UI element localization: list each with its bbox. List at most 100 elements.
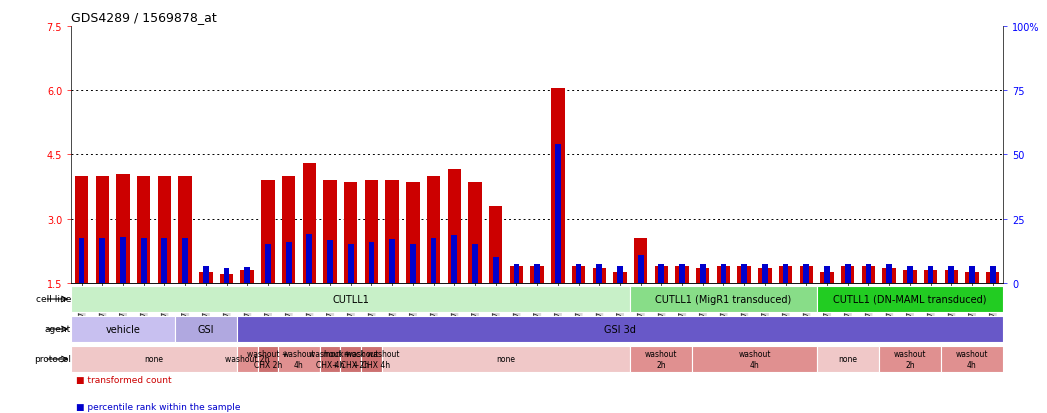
Bar <box>430 238 437 283</box>
Text: cell line: cell line <box>36 295 71 304</box>
Bar <box>783 264 788 283</box>
Text: CUTLL1 (DN-MAML transduced): CUTLL1 (DN-MAML transduced) <box>833 294 986 304</box>
Text: GDS4289 / 1569878_at: GDS4289 / 1569878_at <box>71 11 217 24</box>
Bar <box>680 264 685 283</box>
Bar <box>220 274 233 283</box>
Bar <box>820 273 833 283</box>
Bar <box>140 238 147 283</box>
Text: washout
2h: washout 2h <box>893 349 927 369</box>
Bar <box>261 181 274 283</box>
Bar <box>617 266 623 283</box>
Bar <box>451 235 458 283</box>
Bar <box>224 268 229 283</box>
Text: washout
4h: washout 4h <box>283 349 315 369</box>
Bar <box>237 316 1003 343</box>
Bar <box>71 346 237 373</box>
Bar <box>382 346 630 373</box>
Text: CUTLL1 (MigR1 transduced): CUTLL1 (MigR1 transduced) <box>655 294 792 304</box>
Bar <box>282 176 295 283</box>
Bar <box>654 266 668 283</box>
Bar <box>244 267 250 283</box>
Bar <box>696 268 710 283</box>
Bar <box>116 174 130 283</box>
Bar <box>886 264 892 283</box>
Bar <box>928 266 934 283</box>
Bar <box>699 264 706 283</box>
Bar <box>369 243 375 283</box>
Bar <box>95 176 109 283</box>
Bar <box>175 316 237 343</box>
Bar <box>762 264 767 283</box>
Bar <box>199 273 213 283</box>
Text: none: none <box>144 355 163 363</box>
Text: GSI 3d: GSI 3d <box>604 324 636 334</box>
Text: none: none <box>496 355 515 363</box>
Bar <box>824 266 830 283</box>
Bar <box>659 264 664 283</box>
Bar <box>99 238 105 283</box>
Bar <box>845 264 850 283</box>
Bar <box>675 266 689 283</box>
Bar <box>385 181 399 283</box>
Bar <box>741 264 748 283</box>
Bar <box>923 271 937 283</box>
Bar <box>348 244 354 283</box>
Bar <box>883 268 896 283</box>
Bar <box>779 266 793 283</box>
Bar <box>614 273 627 283</box>
Bar <box>158 176 171 283</box>
Bar <box>717 266 730 283</box>
Bar <box>965 273 979 283</box>
Bar <box>904 271 916 283</box>
Bar <box>866 264 871 283</box>
Text: GSI: GSI <box>198 324 214 334</box>
Bar <box>468 183 482 283</box>
Bar <box>593 268 606 283</box>
Bar <box>630 346 692 373</box>
Text: washout +
CHX 2h: washout + CHX 2h <box>247 349 289 369</box>
Bar <box>303 164 316 283</box>
Bar <box>986 273 1000 283</box>
Bar <box>389 240 395 283</box>
Bar <box>720 264 727 283</box>
Text: washout
4h: washout 4h <box>956 349 988 369</box>
Bar <box>286 243 291 283</box>
Bar <box>513 264 519 283</box>
Text: washout
2h: washout 2h <box>645 349 677 369</box>
Bar <box>817 286 1003 313</box>
Bar <box>74 176 88 283</box>
Bar <box>319 346 340 373</box>
Bar <box>989 266 996 283</box>
Bar <box>944 271 958 283</box>
Bar <box>534 264 540 283</box>
Bar <box>551 89 564 283</box>
Bar <box>324 181 337 283</box>
Text: mock washout
+ CHX 4h: mock washout + CHX 4h <box>343 349 399 369</box>
Text: washout
4h: washout 4h <box>738 349 771 369</box>
Text: washout +
CHX 4h: washout + CHX 4h <box>310 349 351 369</box>
Text: mock washout
+ CHX 2h: mock washout + CHX 2h <box>322 349 379 369</box>
Bar <box>878 346 941 373</box>
Bar <box>344 183 357 283</box>
Bar <box>576 264 581 283</box>
Bar <box>493 258 498 283</box>
Bar <box>258 346 279 373</box>
Bar <box>970 266 975 283</box>
Bar <box>361 346 382 373</box>
Text: ■ transformed count: ■ transformed count <box>76 375 172 384</box>
Bar <box>630 286 817 313</box>
Bar <box>161 238 168 283</box>
Text: washout 2h: washout 2h <box>225 355 269 363</box>
Bar <box>692 346 817 373</box>
Bar <box>638 256 644 283</box>
Bar <box>758 268 772 283</box>
Bar <box>279 346 319 373</box>
Bar <box>364 181 378 283</box>
Bar <box>447 170 461 283</box>
Bar <box>907 266 913 283</box>
Bar <box>410 244 416 283</box>
Bar <box>203 266 208 283</box>
Bar <box>633 238 647 283</box>
Text: protocol: protocol <box>35 355 71 363</box>
Bar <box>803 264 809 283</box>
